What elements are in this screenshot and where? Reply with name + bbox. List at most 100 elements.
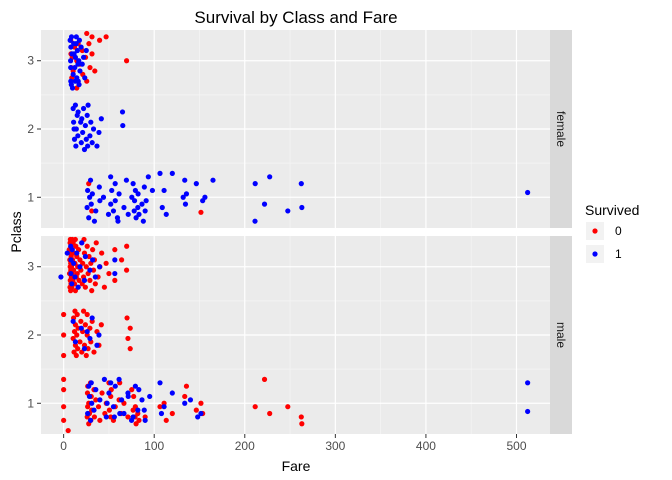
data-point-survived-1 bbox=[99, 116, 104, 121]
data-point-survived-1 bbox=[85, 113, 90, 118]
data-point-survived-1 bbox=[111, 208, 116, 213]
data-point-survived-1 bbox=[69, 281, 74, 286]
data-point-survived-0 bbox=[128, 346, 133, 351]
y-tick-label: 1 bbox=[27, 190, 34, 204]
data-point-survived-1 bbox=[525, 409, 530, 414]
data-point-survived-1 bbox=[161, 404, 166, 409]
data-point-survived-1 bbox=[90, 191, 95, 196]
data-point-survived-1 bbox=[159, 411, 164, 416]
data-point-survived-1 bbox=[84, 48, 89, 53]
data-point-survived-1 bbox=[58, 274, 63, 279]
data-point-survived-1 bbox=[88, 178, 93, 183]
data-point-survived-1 bbox=[262, 202, 267, 207]
data-point-survived-1 bbox=[87, 268, 92, 273]
data-point-survived-1 bbox=[182, 401, 187, 406]
data-point-survived-1 bbox=[90, 140, 95, 145]
data-point-survived-1 bbox=[75, 133, 80, 138]
data-point-survived-1 bbox=[94, 143, 99, 148]
data-point-survived-1 bbox=[170, 171, 175, 176]
data-point-survived-1 bbox=[74, 41, 79, 46]
legend-label: 1 bbox=[615, 247, 622, 261]
y-axis-title: Pclass bbox=[8, 211, 24, 252]
data-point-survived-0 bbox=[61, 353, 66, 358]
data-point-survived-1 bbox=[106, 212, 111, 217]
data-point-survived-1 bbox=[115, 219, 120, 224]
data-point-survived-1 bbox=[96, 130, 101, 135]
data-point-survived-1 bbox=[85, 103, 90, 108]
data-point-survived-0 bbox=[61, 404, 66, 409]
data-point-survived-1 bbox=[143, 418, 148, 423]
data-point-survived-1 bbox=[97, 397, 102, 402]
x-axis-title: Fare bbox=[282, 458, 311, 474]
data-point-survived-1 bbox=[87, 336, 92, 341]
data-point-survived-1 bbox=[87, 133, 92, 138]
data-point-survived-1 bbox=[85, 143, 90, 148]
facet-strip-label: male bbox=[554, 322, 568, 348]
data-point-survived-0 bbox=[104, 261, 109, 266]
data-point-survived-1 bbox=[120, 123, 125, 128]
data-point-survived-0 bbox=[97, 418, 102, 423]
data-point-survived-1 bbox=[76, 109, 81, 114]
data-point-survived-0 bbox=[262, 377, 267, 382]
data-point-survived-0 bbox=[131, 394, 136, 399]
data-point-survived-1 bbox=[104, 414, 109, 419]
data-point-survived-1 bbox=[68, 65, 73, 70]
data-point-survived-1 bbox=[135, 191, 140, 196]
data-point-survived-1 bbox=[170, 390, 175, 395]
data-point-survived-0 bbox=[107, 408, 112, 413]
data-point-survived-1 bbox=[81, 55, 86, 60]
data-point-survived-1 bbox=[108, 202, 113, 207]
data-point-survived-1 bbox=[79, 140, 84, 145]
data-point-survived-1 bbox=[136, 212, 141, 217]
data-point-survived-1 bbox=[75, 62, 80, 67]
data-point-survived-0 bbox=[184, 384, 189, 389]
data-point-survived-1 bbox=[525, 190, 530, 195]
data-point-survived-1 bbox=[85, 329, 90, 334]
data-point-survived-0 bbox=[99, 322, 104, 327]
data-point-survived-1 bbox=[71, 51, 76, 56]
data-point-survived-0 bbox=[89, 34, 94, 39]
data-point-survived-0 bbox=[61, 377, 66, 382]
data-point-survived-1 bbox=[71, 319, 76, 324]
data-point-survived-0 bbox=[74, 353, 79, 358]
data-point-survived-0 bbox=[194, 408, 199, 413]
data-point-survived-1 bbox=[252, 219, 257, 224]
data-point-survived-0 bbox=[92, 414, 97, 419]
data-point-survived-0 bbox=[75, 346, 80, 351]
data-point-survived-1 bbox=[164, 212, 169, 217]
data-point-survived-1 bbox=[82, 278, 87, 283]
data-point-survived-0 bbox=[299, 414, 304, 419]
data-point-survived-1 bbox=[77, 68, 82, 73]
data-point-survived-1 bbox=[112, 414, 117, 419]
data-point-survived-0 bbox=[124, 244, 129, 249]
data-point-survived-0 bbox=[102, 285, 107, 290]
data-point-survived-0 bbox=[61, 312, 66, 317]
data-point-survived-1 bbox=[68, 58, 73, 63]
data-point-survived-1 bbox=[147, 394, 152, 399]
data-point-survived-1 bbox=[112, 271, 117, 276]
data-point-survived-1 bbox=[94, 343, 99, 348]
data-point-survived-0 bbox=[92, 68, 97, 73]
data-point-survived-1 bbox=[210, 178, 215, 183]
legend-entries: 01 bbox=[586, 222, 622, 263]
data-point-survived-1 bbox=[131, 181, 136, 186]
data-point-survived-0 bbox=[87, 65, 92, 70]
data-point-survived-1 bbox=[124, 178, 129, 183]
data-point-survived-0 bbox=[124, 315, 129, 320]
data-point-survived-1 bbox=[119, 397, 124, 402]
data-point-survived-1 bbox=[84, 205, 89, 210]
data-point-survived-1 bbox=[113, 198, 118, 203]
y-tick-labels: 123 bbox=[27, 260, 41, 411]
data-point-survived-0 bbox=[125, 336, 130, 341]
data-point-survived-1 bbox=[97, 184, 102, 189]
data-point-survived-1 bbox=[139, 202, 144, 207]
data-point-survived-1 bbox=[88, 418, 93, 423]
data-point-survived-0 bbox=[87, 278, 92, 283]
data-point-survived-0 bbox=[267, 411, 272, 416]
data-point-survived-1 bbox=[73, 143, 78, 148]
data-point-survived-1 bbox=[116, 377, 121, 382]
data-point-survived-1 bbox=[181, 195, 186, 200]
x-tick-label: 400 bbox=[416, 439, 436, 453]
data-point-survived-1 bbox=[299, 205, 304, 210]
